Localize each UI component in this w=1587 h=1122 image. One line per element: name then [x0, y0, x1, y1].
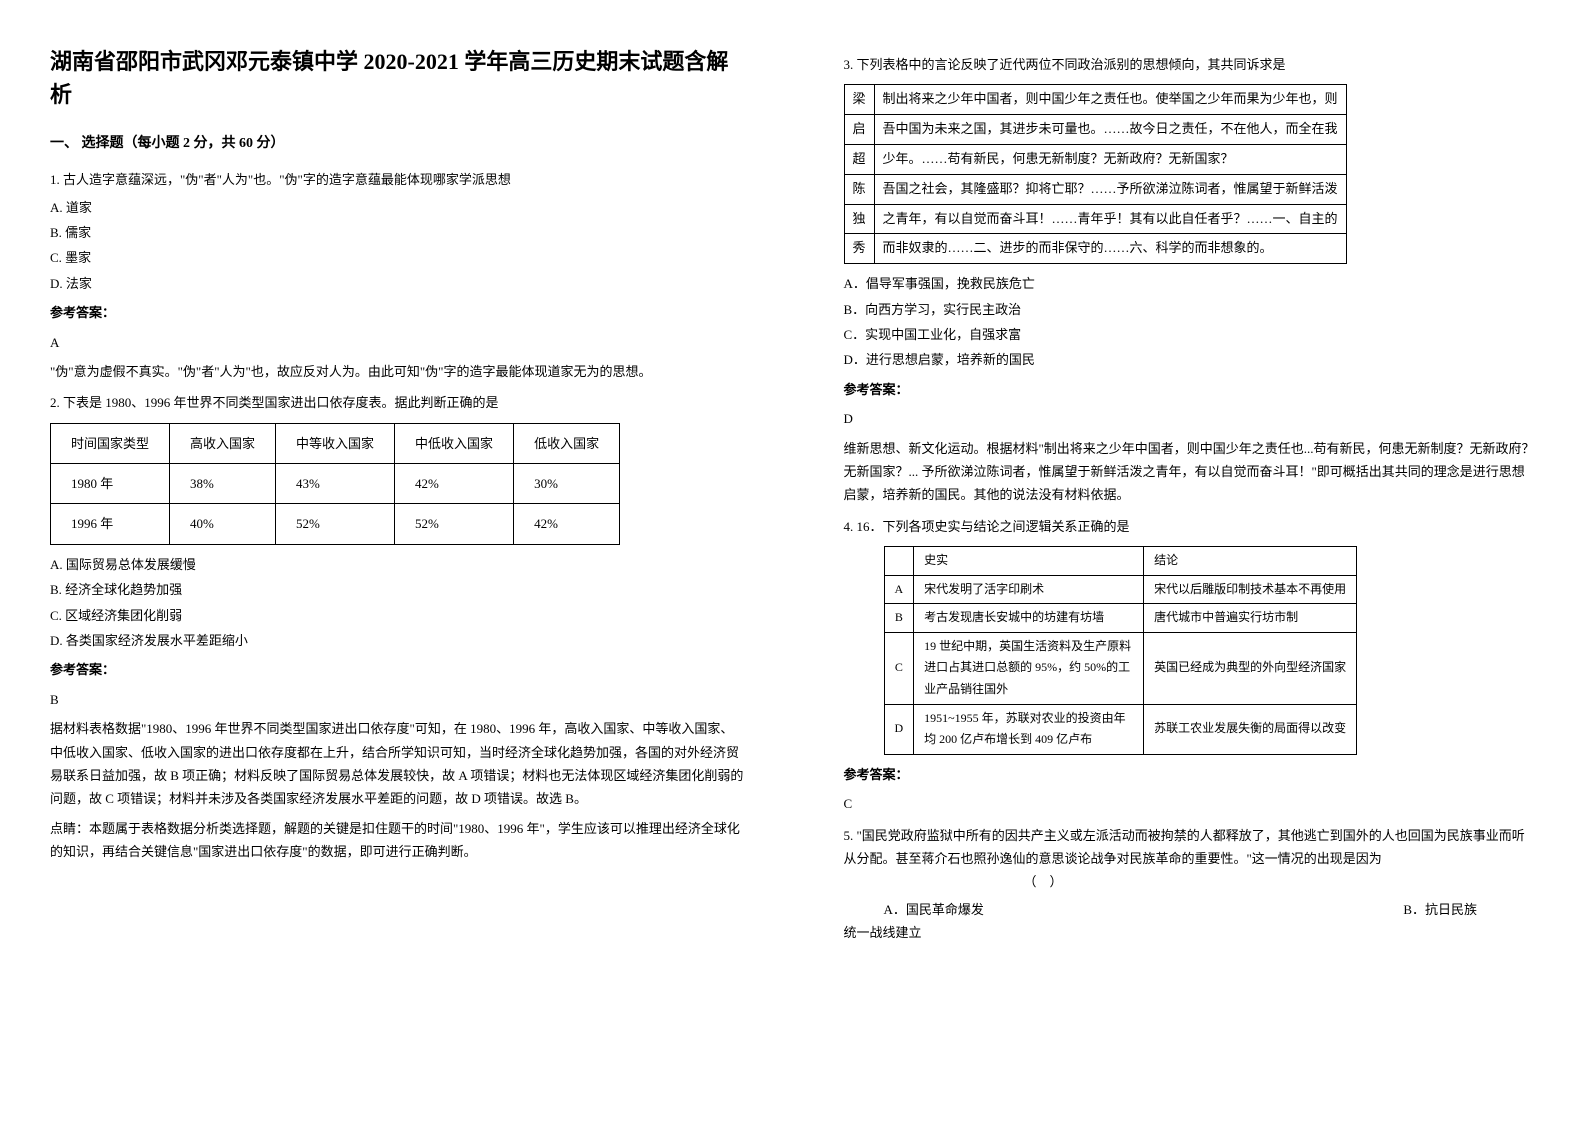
q4-ans: C	[844, 792, 1538, 815]
q3-expl: 维新思想、新文化运动。根据材料"制出将来之少年中国者，则中国少年之责任也...苟…	[844, 437, 1538, 507]
cell: 1951~1955 年，苏联对农业的投资由年均 200 亿卢布增长到 409 亿…	[914, 704, 1144, 754]
q3-ans-label: 参考答案：	[844, 378, 1538, 401]
table-row: 1980 年 38% 43% 42% 30%	[51, 464, 620, 504]
cell: 宋代以后雕版印制技术基本不再使用	[1144, 575, 1357, 604]
cell: 52%	[276, 504, 395, 544]
q3-opt-a: A．倡导军事强国，挽救民族危亡	[844, 272, 1538, 295]
q5-paren: （ ）	[844, 874, 1063, 889]
cell: 苏联工农业发展失衡的局面得以改变	[1144, 704, 1357, 754]
cell: 考古发现唐长安城中的坊建有坊墙	[914, 604, 1144, 633]
cell: A	[884, 575, 914, 604]
cell: 30%	[514, 464, 620, 504]
cell-name: 梁	[844, 85, 874, 115]
th	[884, 547, 914, 576]
cell-text: 少年。……苟有新民，何患无新制度？无新政府？无新国家？	[874, 144, 1346, 174]
th: 低收入国家	[514, 423, 620, 463]
q4-table: 史实 结论 A 宋代发明了活字印刷术 宋代以后雕版印制技术基本不再使用 B 考古…	[884, 546, 1358, 755]
q5-opt-b: B．抗日民族	[1403, 898, 1537, 921]
q2-opt-b: B. 经济全球化趋势加强	[50, 578, 744, 601]
q2-opt-a: A. 国际贸易总体发展缓慢	[50, 553, 744, 576]
table-row: 超少年。……苟有新民，何患无新制度？无新政府？无新国家？	[844, 144, 1346, 174]
q2-ans: B	[50, 688, 744, 711]
q2-ans-label: 参考答案：	[50, 658, 744, 681]
cell: B	[884, 604, 914, 633]
cell-text: 之青年，有以自觉而奋斗耳！……青年乎！其有以此自任者乎？……一、自主的	[874, 204, 1346, 234]
q1-opt-d: D. 法家	[50, 272, 744, 295]
table-row: 1996 年 40% 52% 52% 42%	[51, 504, 620, 544]
cell-name: 超	[844, 144, 874, 174]
cell: 宋代发明了活字印刷术	[914, 575, 1144, 604]
th: 中等收入国家	[276, 423, 395, 463]
page-title: 湖南省邵阳市武冈邓元泰镇中学 2020-2021 学年高三历史期末试题含解析	[50, 45, 744, 111]
cell: 40%	[170, 504, 276, 544]
q2-expl1: 据材料表格数据"1980、1996 年世界不同类型国家进出口依存度"可知，在 1…	[50, 717, 744, 811]
q1-ans: A	[50, 331, 744, 354]
q4-ans-label: 参考答案：	[844, 763, 1538, 786]
q5-opt-a: A．国民革命爆发	[844, 902, 984, 917]
cell: 38%	[170, 464, 276, 504]
table-row: 独之青年，有以自觉而奋斗耳！……青年乎！其有以此自任者乎？……一、自主的	[844, 204, 1346, 234]
table-row: 秀而非奴隶的……二、进步的而非保守的……六、科学的而非想象的。	[844, 234, 1346, 264]
q1-opt-c: C. 墨家	[50, 246, 744, 269]
q3-opt-d: D．进行思想启蒙，培养新的国民	[844, 348, 1538, 371]
q2-expl2: 点睛：本题属于表格数据分析类选择题，解题的关键是扣住题干的时间"1980、199…	[50, 817, 744, 864]
cell: 52%	[395, 504, 514, 544]
cell-name: 启	[844, 115, 874, 145]
cell-text: 吾国之社会，其隆盛耶？抑将亡耶？……予所欲涕泣陈词者，惟属望于新鲜活泼	[874, 174, 1346, 204]
q1-expl: "伪"意为虚假不真实。"伪"者"人为"也，故应反对人为。由此可知"伪"字的造字最…	[50, 360, 744, 383]
table-row: B 考古发现唐长安城中的坊建有坊墙 唐代城市中普遍实行坊市制	[884, 604, 1357, 633]
table-row: 启吾中国为未来之国，其进步未可量也。……故今日之责任，不在他人，而全在我	[844, 115, 1346, 145]
cell: 19 世纪中期，英国生活资料及生产原料进口占其进口总额的 95%，约 50%的工…	[914, 632, 1144, 704]
th: 高收入国家	[170, 423, 276, 463]
q3-quote-table: 梁制出将来之少年中国者，则中国少年之责任也。使举国之少年而果为少年也，则 启吾中…	[844, 84, 1347, 264]
q5-body: 5. "国民党政府监狱中所有的因共产主义或左派活动而被拘禁的人都释放了，其他逃亡…	[844, 828, 1525, 866]
cell-name: 陈	[844, 174, 874, 204]
th: 结论	[1144, 547, 1357, 576]
q1-text: 1. 古人造字意蕴深远，"伪"者"人为"也。"伪"字的造字意蕴最能体现哪家学派思…	[50, 168, 744, 191]
q2-text: 2. 下表是 1980、1996 年世界不同类型国家进出口依存度表。据此判断正确…	[50, 391, 744, 414]
q3-opt-b: B．向西方学习，实行民主政治	[844, 298, 1538, 321]
th: 中低收入国家	[395, 423, 514, 463]
table-row: A 宋代发明了活字印刷术 宋代以后雕版印制技术基本不再使用	[884, 575, 1357, 604]
q1-ans-label: 参考答案：	[50, 301, 744, 324]
cell-name: 独	[844, 204, 874, 234]
cell: 1996 年	[51, 504, 170, 544]
cell: 42%	[514, 504, 620, 544]
q5-opts-line: A．国民革命爆发 B．抗日民族	[844, 898, 1538, 921]
cell-text: 吾中国为未来之国，其进步未可量也。……故今日之责任，不在他人，而全在我	[874, 115, 1346, 145]
cell-name: 秀	[844, 234, 874, 264]
q3-opt-c: C．实现中国工业化，自强求富	[844, 323, 1538, 346]
cell: 43%	[276, 464, 395, 504]
th: 史实	[914, 547, 1144, 576]
q3-ans: D	[844, 407, 1538, 430]
cell: C	[884, 632, 914, 704]
q1-opt-a: A. 道家	[50, 196, 744, 219]
cell: 英国已经成为典型的外向型经济国家	[1144, 632, 1357, 704]
q5-text: 5. "国民党政府监狱中所有的因共产主义或左派活动而被拘禁的人都释放了，其他逃亡…	[844, 824, 1538, 894]
q2-opt-c: C. 区域经济集团化削弱	[50, 604, 744, 627]
cell: D	[884, 704, 914, 754]
th: 时间国家类型	[51, 423, 170, 463]
cell: 唐代城市中普遍实行坊市制	[1144, 604, 1357, 633]
section-heading: 一、 选择题（每小题 2 分，共 60 分）	[50, 131, 744, 156]
table-row: 梁制出将来之少年中国者，则中国少年之责任也。使举国之少年而果为少年也，则	[844, 85, 1346, 115]
q1-opt-b: B. 儒家	[50, 221, 744, 244]
table-row: 陈吾国之社会，其隆盛耶？抑将亡耶？……予所欲涕泣陈词者，惟属望于新鲜活泼	[844, 174, 1346, 204]
table-row: 史实 结论	[884, 547, 1357, 576]
cell-text: 而非奴隶的……二、进步的而非保守的……六、科学的而非想象的。	[874, 234, 1346, 264]
q3-text: 3. 下列表格中的言论反映了近代两位不同政治派别的思想倾向，其共同诉求是	[844, 53, 1538, 76]
table-row: D 1951~1955 年，苏联对农业的投资由年均 200 亿卢布增长到 409…	[884, 704, 1357, 754]
q5-tail: 统一战线建立	[844, 921, 1538, 944]
q2-table: 时间国家类型 高收入国家 中等收入国家 中低收入国家 低收入国家 1980 年 …	[50, 423, 620, 545]
q4-text: 4. 16．下列各项史实与结论之间逻辑关系正确的是	[844, 515, 1538, 538]
q2-opt-d: D. 各类国家经济发展水平差距缩小	[50, 629, 744, 652]
table-row: 时间国家类型 高收入国家 中等收入国家 中低收入国家 低收入国家	[51, 423, 620, 463]
cell: 42%	[395, 464, 514, 504]
table-row: C 19 世纪中期，英国生活资料及生产原料进口占其进口总额的 95%，约 50%…	[884, 632, 1357, 704]
cell-text: 制出将来之少年中国者，则中国少年之责任也。使举国之少年而果为少年也，则	[874, 85, 1346, 115]
cell: 1980 年	[51, 464, 170, 504]
